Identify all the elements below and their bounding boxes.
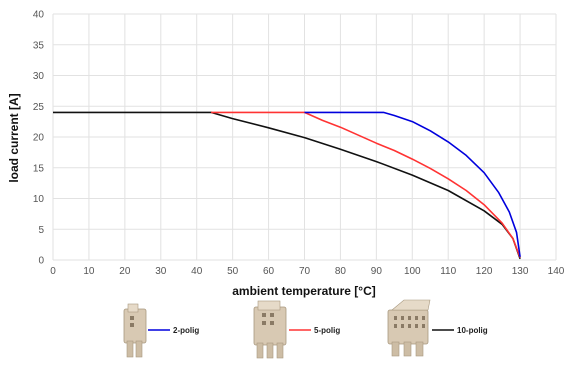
legend-2-polig-label: 2-polig [173, 326, 199, 335]
x-tick-label: 120 [476, 266, 493, 277]
x-tick-label: 100 [404, 266, 421, 277]
x-tick-label: 30 [155, 266, 167, 277]
x-axis-label: ambient temperature [°C] [232, 284, 376, 298]
x-tick-label: 80 [335, 266, 347, 277]
series-line-2-polig [304, 111, 521, 258]
y-tick-label: 0 [38, 256, 44, 267]
x-tick-label: 10 [83, 266, 95, 277]
x-tick-labels: 0 10 20 30 40 50 60 70 80 90 100 110 120 130 140 [50, 266, 565, 277]
grid-lines [52, 13, 557, 261]
y-axis-label: load current [A] [7, 93, 21, 182]
y-tick-label: 30 [33, 71, 45, 82]
x-tick-label: 20 [119, 266, 131, 277]
y-tick-label: 35 [33, 40, 45, 51]
y-tick-label: 15 [33, 163, 45, 174]
y-tick-label: 5 [38, 225, 44, 236]
x-tick-label: 110 [440, 266, 456, 277]
connector-10-polig-image [387, 299, 431, 357]
x-tick-label: 60 [263, 266, 275, 277]
y-tick-labels: 0 5 10 15 20 25 30 35 40 [33, 10, 45, 267]
connector-2-polig-image [123, 303, 147, 358]
series-lines [53, 111, 521, 260]
x-tick-label: 0 [50, 266, 56, 277]
x-tick-label: 50 [227, 266, 239, 277]
y-tick-label: 40 [33, 10, 45, 21]
connector-5-polig-image [253, 300, 287, 359]
x-tick-label: 140 [548, 266, 565, 277]
x-tick-label: 40 [191, 266, 203, 277]
x-tick-label: 70 [299, 266, 311, 277]
y-tick-label: 10 [33, 194, 45, 205]
x-tick-label: 90 [371, 266, 383, 277]
legend: 2-polig 5-polig [123, 299, 488, 359]
legend-5-polig-label: 5-polig [314, 326, 340, 335]
legend-10-polig-label: 10-polig [457, 326, 488, 335]
y-tick-label: 20 [33, 133, 45, 144]
x-tick-label: 130 [512, 266, 529, 277]
y-tick-label: 25 [33, 102, 45, 113]
series-line-5-polig [211, 111, 521, 258]
series-line-10-polig [53, 111, 521, 260]
